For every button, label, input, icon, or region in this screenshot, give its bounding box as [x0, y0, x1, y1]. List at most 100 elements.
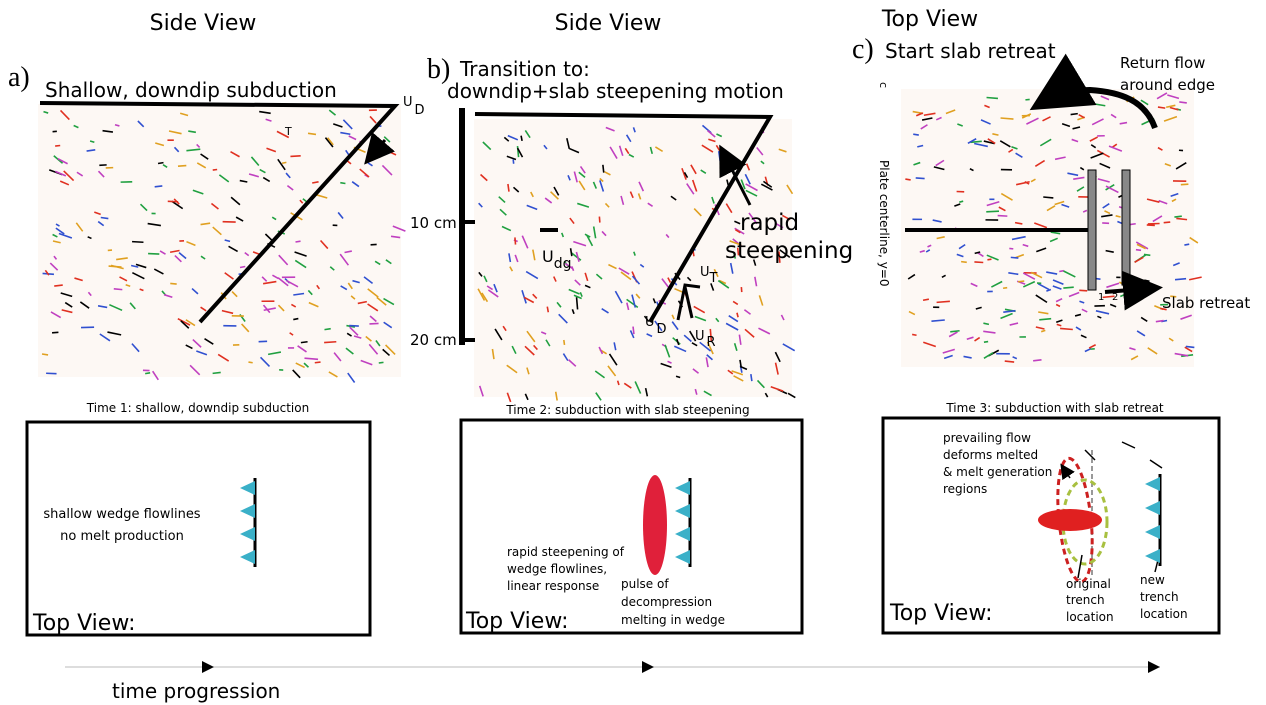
flow-dash	[1130, 224, 1136, 225]
flow-dash	[114, 289, 123, 290]
flow-dash	[379, 362, 384, 363]
flow-dash	[1164, 222, 1171, 223]
scale-label: 10 cm	[410, 214, 457, 232]
trench-tooth	[1145, 477, 1160, 491]
flow-dash	[1001, 118, 1014, 119]
flow-dash	[1175, 279, 1186, 280]
box-text: linear response	[507, 579, 599, 593]
annotation: around edge	[1120, 76, 1215, 94]
box-text: pulse of	[621, 577, 669, 591]
flow-dash	[1071, 114, 1078, 115]
flow-dash	[248, 362, 252, 363]
box-text: melting in wedge	[621, 613, 725, 627]
flow-dash	[42, 354, 48, 355]
flow-dash	[916, 178, 925, 179]
flow-dash	[295, 241, 300, 242]
flow-dash	[1011, 257, 1019, 258]
flow-dash	[1174, 216, 1181, 217]
flow-dash	[1136, 250, 1141, 251]
flow-dash	[340, 183, 345, 184]
flow-dash	[1005, 361, 1014, 362]
flow-dash	[913, 134, 919, 135]
box-text: shallow wedge flowlines	[43, 507, 200, 522]
flow-dash	[1003, 288, 1007, 289]
box-text: decompression	[621, 595, 712, 609]
trench-tooth	[675, 550, 690, 564]
flow-dash	[1144, 254, 1150, 255]
flow-dash	[998, 216, 1008, 217]
panel-title: Transition to:	[459, 57, 590, 81]
flow-dash	[961, 262, 967, 263]
figure: Side View Side View Top View a) Shallow,…	[0, 0, 1266, 705]
box-text: location	[1140, 607, 1188, 621]
heading: Side View	[150, 11, 257, 36]
flow-dash	[751, 374, 752, 381]
panel-bg	[38, 104, 401, 377]
timeline-label: time progression	[112, 679, 280, 703]
box-text: location	[1066, 610, 1114, 624]
flow-dash	[633, 327, 634, 335]
box-text: & melt generation	[943, 465, 1052, 479]
flow-dash	[1033, 360, 1041, 361]
flow-dash	[1186, 346, 1194, 347]
flow-dash	[931, 320, 944, 321]
flow-dash	[737, 313, 738, 317]
panel-title: Shallow, downdip subduction	[45, 78, 337, 102]
trench-tooth	[1145, 525, 1160, 539]
panel-letter: c)	[852, 34, 874, 65]
box-footer: Top View:	[32, 611, 136, 636]
trench	[1088, 170, 1096, 290]
label: T	[284, 125, 292, 138]
flow-arrows	[1062, 442, 1162, 478]
box-text: original	[1066, 577, 1111, 591]
flow-dash	[213, 372, 221, 373]
flow-dash	[518, 146, 519, 157]
flow-dash	[1147, 225, 1155, 226]
flow-dash	[1184, 244, 1189, 245]
flow-dash	[240, 267, 245, 268]
flow-dash	[912, 334, 916, 335]
flow-dash	[987, 259, 991, 260]
flow-dash	[508, 184, 509, 192]
flow-dash	[290, 156, 300, 157]
flow-dash	[1060, 328, 1073, 329]
label: c	[877, 82, 890, 88]
trench-tooth	[675, 527, 690, 541]
flow-dash	[101, 217, 109, 218]
flow-dash	[515, 237, 516, 244]
flow-dash	[213, 169, 217, 170]
panel-title: downdip+slab steepening motion	[447, 79, 784, 103]
flow-dash	[577, 297, 578, 309]
scale-label: 20 cm	[410, 331, 457, 349]
flow-dash	[301, 342, 308, 343]
box-text: deforms melted	[943, 448, 1038, 462]
flow-dash	[132, 242, 143, 243]
caption: Time 2: subduction with slab steepening	[505, 403, 749, 417]
flow-dash	[1039, 319, 1051, 320]
box-text: new	[1140, 573, 1165, 587]
pointer	[1078, 555, 1082, 578]
trench-symbol	[1145, 474, 1160, 566]
flow-dash	[315, 362, 321, 363]
annotation: Slab retreat	[1162, 294, 1250, 312]
box-text: rapid steepening of	[507, 545, 625, 559]
flow-dash	[905, 179, 910, 180]
flow-dash	[987, 97, 998, 98]
flow-dash	[282, 162, 286, 163]
flow-dash	[155, 186, 163, 187]
trench-tooth	[675, 504, 690, 518]
flow-dash	[324, 329, 330, 330]
flow-dash	[1018, 281, 1024, 282]
annotation: steepening	[725, 238, 853, 264]
flow-dash	[1116, 216, 1121, 217]
melt-region	[1038, 509, 1102, 531]
caption: Time 1: shallow, downdip subduction	[86, 401, 309, 415]
box-footer: Top View:	[889, 601, 993, 626]
trench-tooth	[675, 481, 690, 495]
trench-tooth	[240, 481, 255, 495]
flow-dash	[293, 319, 298, 320]
flow-dash	[145, 373, 150, 374]
annotation: rapid	[740, 210, 799, 236]
flow-dash	[178, 166, 186, 167]
trench-tooth	[240, 550, 255, 564]
